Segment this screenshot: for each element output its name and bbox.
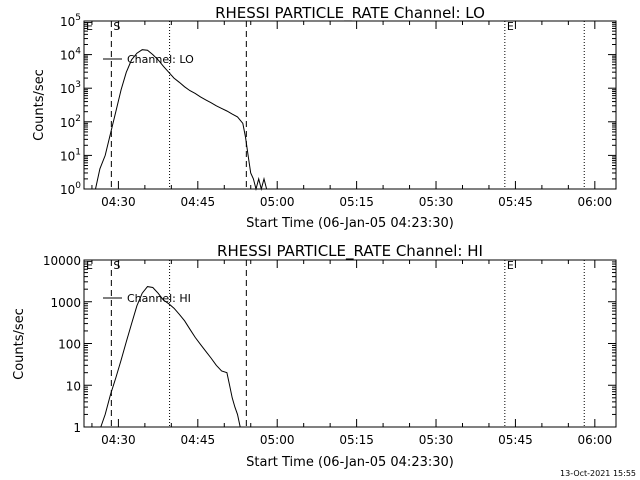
x-tick-label: 04:45 [181,433,216,447]
marker-label-4: E [507,259,514,272]
x-axis-ticks: 04:30 04:45 05:00 05:15 05:30 05:45 06:00 [91,21,613,209]
marker-label-1: S [113,20,120,33]
x-axis-ticks: 04:30 04:45 05:00 05:15 05:30 05:45 06:00 [91,260,613,447]
plot-frame [83,259,617,428]
x-tick-label: 06:00 [578,433,613,447]
y-tick-label: 100 [58,338,81,352]
y-axis-ticks: 100 101 102 103 104 105 [60,13,616,197]
chart-title: RHESSI PARTICLE_RATE Channel: HI [217,242,483,261]
y-tick-label: 103 [60,80,81,96]
x-tick-label: 05:00 [260,433,295,447]
series-line-lo [95,49,268,191]
x-tick-label: 04:30 [101,195,136,209]
x-axis-label: Start Time (06-Jan-05 04:23:30) [246,455,454,470]
y-tick-label: 100 [60,181,81,197]
y-tick-label: 1 [73,421,81,435]
y-axis-label: Counts/sec [12,308,27,380]
footer-timestamp: 13-Oct-2021 15:55 [560,469,636,478]
marker-label-0: E [86,20,93,33]
legend-label: Channel: HI [127,292,191,305]
y-tick-label: 105 [60,13,81,29]
x-tick-label: 05:30 [419,195,454,209]
legend-label: Channel: LO [127,53,194,66]
marker-label-0: E [86,259,93,272]
chart-title: RHESSI PARTICLE_RATE Channel: LO [215,4,485,23]
y-tick-label: 102 [60,114,81,130]
x-tick-label: 05:15 [339,195,374,209]
x-axis-label: Start Time (06-Jan-05 04:23:30) [246,216,454,231]
x-tick-label: 04:30 [101,433,136,447]
legend: Channel: HI [103,292,191,305]
y-axis-label: Counts/sec [32,69,47,141]
y-tick-label: 101 [60,147,81,163]
lo-channel-chart: RHESSI PARTICLE_RATE Channel: LO E S E 100… [32,4,617,231]
x-tick-label: 05:00 [260,195,295,209]
legend: Channel: LO [103,53,194,66]
marker-label-4: E [507,20,514,33]
y-tick-label: 1000 [50,296,81,310]
marker-label-1: S [113,259,120,272]
y-tick-label: 104 [60,47,81,63]
y-axis-ticks: 1 10 100 1000 10000 [43,254,616,435]
x-tick-label: 05:45 [498,433,533,447]
plot-frame [83,20,617,190]
y-tick-label: 10000 [43,254,81,268]
hi-channel-chart: RHESSI PARTICLE_RATE Channel: HI E S E 1 10… [12,242,617,470]
x-tick-label: 04:45 [181,195,216,209]
x-tick-label: 05:45 [498,195,533,209]
series-line-hi [100,286,241,428]
x-tick-label: 06:00 [578,195,613,209]
x-tick-label: 05:15 [339,433,374,447]
y-tick-label: 10 [66,379,81,393]
x-tick-label: 05:30 [419,433,454,447]
